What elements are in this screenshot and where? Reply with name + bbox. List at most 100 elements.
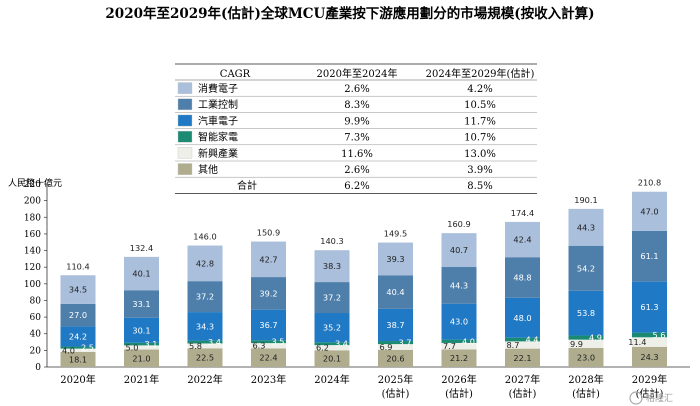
bar-segment: [632, 332, 667, 338]
y-tick-label: 40: [30, 330, 42, 340]
bar-segment: [378, 341, 413, 345]
bar-segment: [314, 313, 350, 343]
legend-swatch: [177, 114, 193, 127]
total-label: 210.8: [638, 178, 661, 188]
watermark-text: 格隆汇: [646, 392, 673, 404]
y-axis-label: 人民幣十億元: [8, 177, 62, 189]
x-tick-label: 2026年: [441, 373, 476, 386]
legend-swatch: [177, 98, 193, 111]
x-tick-note: (估計): [509, 387, 537, 400]
data-label: 61.3: [640, 302, 658, 312]
data-label: 8.7: [506, 340, 519, 350]
data-label: 4.9: [589, 333, 602, 343]
total-cagr-2024-2029: 8.5%: [467, 181, 492, 192]
cagr-2024-2029: 10.7%: [464, 133, 496, 144]
data-label: 20.1: [323, 354, 341, 364]
data-label: 3.4: [208, 337, 221, 347]
bar-segment: [568, 208, 604, 246]
data-label: 5.8: [189, 341, 202, 351]
bar-segment: [568, 347, 604, 367]
data-label: 61.1: [640, 251, 658, 261]
bar-segment: [441, 339, 477, 343]
bar-segment: [314, 250, 350, 283]
bar-segment: [441, 303, 477, 340]
data-label: 44.3: [450, 280, 468, 290]
data-label: 37.2: [196, 292, 214, 302]
y-tick-label: 80: [30, 296, 42, 306]
data-label: 34.5: [69, 285, 87, 295]
y-tick-label: 200: [24, 197, 41, 207]
bar-segment: [187, 348, 223, 367]
bar-segment: [378, 308, 413, 342]
data-label: 23.0: [577, 352, 595, 362]
y-tick-label: 220: [24, 180, 41, 190]
bar-segment: [314, 350, 350, 367]
bar-segment: [441, 233, 477, 268]
data-label: 9.9: [570, 339, 583, 349]
bar-segment: [505, 221, 540, 258]
data-label: 4.0: [62, 345, 75, 355]
bar-segment: [251, 340, 286, 344]
x-tick-label: 2021年: [124, 373, 159, 386]
cagr-legend-table: CAGR 2020年至2024年 2024年至2029年(估計) 消費電子 2.6% 4.…: [175, 63, 537, 194]
cagr-2024-2029: 3.9%: [467, 165, 492, 176]
x-tick-label: 2020年: [60, 373, 95, 386]
bar-segment: [187, 340, 223, 344]
bar-segment: [441, 349, 477, 367]
cagr-2020-2024: 7.3%: [344, 133, 369, 144]
legend-label: 智能家電: [198, 131, 238, 144]
data-label: 30.1: [132, 325, 150, 335]
bar-segment: [187, 343, 223, 349]
data-label: 3.1: [145, 339, 158, 349]
bar-segment: [505, 297, 540, 338]
bar-segment: [314, 282, 350, 314]
data-label: 39.2: [259, 288, 277, 298]
x-tick-label: 2027年: [505, 373, 540, 386]
x-tick-label: 2029年: [632, 373, 667, 386]
x-tick-note: (估計): [382, 387, 410, 400]
y-tick-label: 140: [24, 247, 41, 257]
data-label: 6.9: [379, 342, 392, 352]
data-label: 42.4: [513, 235, 531, 245]
table-header-cagr: CAGR: [220, 69, 251, 80]
data-label: 24.2: [69, 331, 87, 341]
bar-segment: [505, 337, 540, 342]
data-label: 24.3: [640, 352, 658, 362]
cagr-2020-2024: 2.6%: [344, 165, 369, 176]
watermark-logo-icon: [629, 391, 643, 405]
total-label: 174.4: [511, 208, 534, 218]
data-label: 22.4: [259, 353, 277, 363]
data-label: 4.4: [526, 335, 539, 345]
data-label: 21.0: [132, 353, 150, 363]
cagr-2024-2029: 4.2%: [467, 84, 492, 95]
bar-segment: [378, 344, 413, 350]
total-label: 160.9: [447, 219, 470, 229]
data-label: 42.8: [196, 258, 214, 268]
data-label: 53.8: [577, 308, 595, 318]
data-label: 42.7: [259, 254, 277, 264]
legend-swatch: [177, 163, 193, 175]
data-label: 18.1: [69, 354, 87, 364]
legend-swatch: [177, 147, 193, 159]
data-label: 40.7: [450, 245, 468, 255]
table-header-period1: 2020年至2024年: [317, 67, 398, 80]
bar-segment: [441, 267, 477, 304]
total-label: 132.4: [130, 243, 153, 253]
legend-label: 汽車電子: [198, 114, 238, 127]
bar-segment: [124, 317, 159, 343]
x-axis: 2020年 2021年 2022年 2023年 2024年 2025年(估計)2026年(…: [60, 373, 667, 400]
bar-segment: [124, 256, 159, 291]
table-header-period2: 2024年至2029年(估計): [426, 67, 535, 80]
data-label: 34.3: [196, 321, 214, 331]
bar-segment: [251, 277, 286, 310]
data-label: 48.8: [513, 272, 531, 282]
bar-segment: [124, 342, 159, 346]
data-label: 36.7: [259, 320, 277, 330]
data-label: 21.2: [450, 353, 468, 363]
legend-label: 工業控制: [198, 98, 238, 111]
y-tick-label: 160: [24, 230, 41, 240]
bar-segment: [441, 342, 477, 350]
data-label: 40.4: [386, 287, 404, 297]
bar-segment: [251, 348, 286, 367]
bar-segment: [60, 275, 96, 304]
